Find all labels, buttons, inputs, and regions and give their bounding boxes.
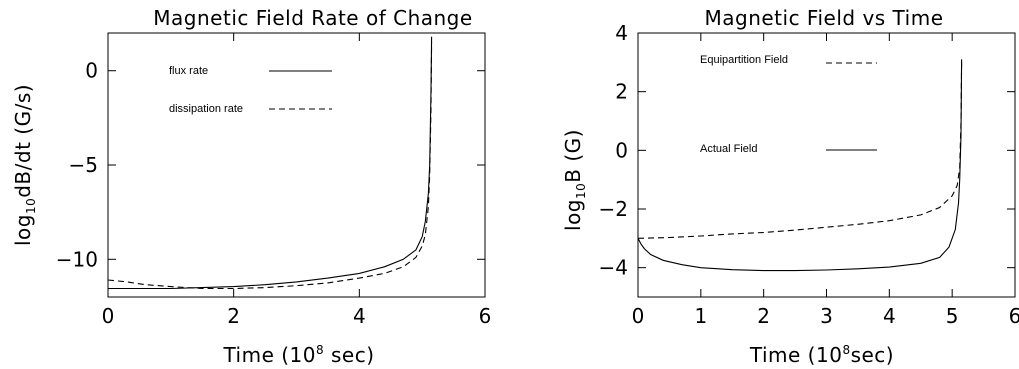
chart-left: Magnetic Field Rate of Change 0 2 4 6−10−50… — [11, 6, 491, 367]
chart-left-series-dissipation-rate — [107, 42, 433, 290]
chart-right-series — [637, 59, 963, 272]
chart-left-xlabel-sup: 8 — [316, 343, 324, 357]
chart-right-ylabel-log: log — [561, 199, 585, 231]
chart-right-ytick-label: −4 — [599, 256, 628, 280]
chart-right: Magnetic Field vs Time 0 1 2 3 4 5 6 −4 −2 0 2 4 Eq… — [561, 6, 1019, 367]
chart-left-ylabel-sub: 10 — [24, 198, 38, 214]
chart-left-xtick-label: 2 — [227, 304, 240, 328]
chart-right-xtick-label: 6 — [1009, 304, 1019, 328]
chart-right-ytick-label: 2 — [615, 80, 628, 104]
chart-left-ylabel-log: log — [11, 214, 35, 246]
chart-left-plot-frame — [107, 32, 486, 298]
chart-left-ytick-label: −5 — [69, 153, 98, 177]
legend-dissipation-rate-label: dissipation rate — [169, 103, 243, 115]
chart-left-ylabel-rest: dB/dt (G/s) — [11, 84, 35, 198]
chart-left-xlabel-rest: sec) — [324, 343, 374, 367]
chart-left-xtick-label: 6 — [479, 304, 492, 328]
chart-left-xtick-label: 0 — [102, 304, 115, 328]
chart-right-series-actual-field — [637, 59, 963, 272]
chart-right-ticks: 0 1 2 3 4 5 6 −4 −2 0 2 4 — [599, 21, 1019, 328]
chart-right-xtick-label: 3 — [820, 304, 833, 328]
chart-right-xlabel-sup: 8 — [842, 343, 850, 357]
chart-right-xtick-label: 5 — [946, 304, 959, 328]
chart-right-xlabel: Time (108sec) — [749, 343, 894, 367]
chart-left-title: Magnetic Field Rate of Change — [153, 6, 472, 30]
legend-equipartition-field-label: Equipartition Field — [700, 54, 788, 66]
legend-flux-rate-label: flux rate — [169, 65, 208, 77]
legend-actual-field-label: Actual Field — [700, 143, 757, 155]
chart-right-legend: Equipartition Field Actual Field — [700, 54, 877, 155]
chart-right-xlabel-text: Time (10 — [749, 343, 843, 367]
chart-right-series-equipartition-field — [637, 62, 963, 239]
chart-right-title: Magnetic Field vs Time — [704, 6, 943, 30]
chart-right-xlabel-rest: sec) — [851, 343, 895, 367]
chart-right-xtick-label: 0 — [632, 304, 645, 328]
chart-left-xlabel: Time (108 sec) — [222, 343, 374, 367]
chart-right-ytick-label: 0 — [615, 138, 628, 162]
chart-left-ticks: 0 2 4 6 −10 −5 0 — [56, 33, 492, 328]
chart-right-ytick-label: 4 — [615, 21, 628, 45]
chart-left-ytick-label: −10 — [56, 247, 98, 271]
chart-right-ylabel-rest: B (G) — [561, 129, 585, 183]
chart-right-plot-frame — [637, 32, 1016, 298]
chart-right-ylabel: log10B (G) — [561, 129, 588, 231]
chart-right-ylabel-sub: 10 — [574, 183, 588, 199]
chart-left-ytick-label: 0 — [85, 59, 98, 83]
chart-left-series — [107, 36, 433, 290]
chart-left-ylabel: log10dB/dt (G/s) — [11, 84, 38, 246]
chart-left-xlabel-text: Time (10 — [222, 343, 316, 367]
chart-left-xtick-label: 4 — [353, 304, 366, 328]
chart-right-xtick-label: 4 — [883, 304, 896, 328]
chart-right-ytick-label: −2 — [599, 197, 628, 221]
chart-left-legend: flux rate dissipation rate — [169, 65, 332, 115]
chart-right-xtick-label: 2 — [757, 304, 770, 328]
chart-right-xtick-label: 1 — [694, 304, 707, 328]
chart-left-series-flux-rate — [108, 36, 433, 290]
